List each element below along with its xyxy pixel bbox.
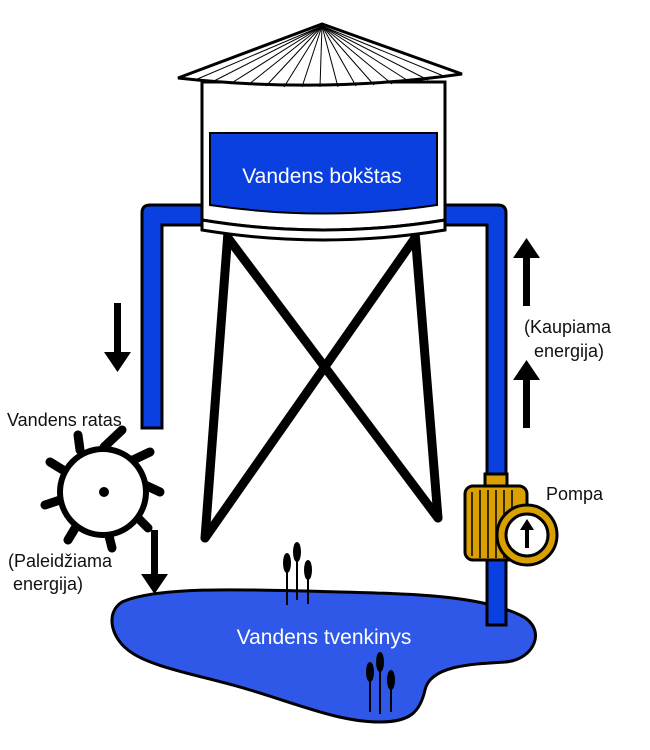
pond: [110, 588, 537, 724]
water-wheel-icon: [40, 425, 165, 553]
pump-label: Pompa: [546, 484, 604, 504]
wheel-label: Vandens ratas: [7, 410, 122, 430]
up-arrow-icon: [513, 360, 540, 428]
cattail-icon: [366, 652, 395, 714]
left-pipe: [140, 203, 217, 430]
tower-label: Vandens bokštas: [242, 165, 402, 188]
tower-legs: [200, 227, 443, 543]
tower-roof: [177, 22, 463, 88]
down-arrow-icon: [141, 530, 168, 594]
cattail-icon: [283, 542, 312, 605]
pump-energy-label-line1: (Kaupiama: [524, 317, 612, 337]
tower-water: [209, 132, 438, 215]
pond-label: Vandens tvenkinys: [237, 626, 412, 649]
pump-energy-label-line2: energija): [534, 341, 604, 361]
wheel-energy-label-line2: energija): [13, 574, 83, 594]
down-arrow-icon: [104, 303, 131, 372]
pump-icon: [463, 472, 559, 567]
wheel-energy-label-line1: (Paleidžiama: [8, 551, 113, 571]
up-arrow-icon: [513, 238, 540, 306]
right-pipe: [430, 203, 508, 627]
tank-base: [200, 218, 447, 242]
